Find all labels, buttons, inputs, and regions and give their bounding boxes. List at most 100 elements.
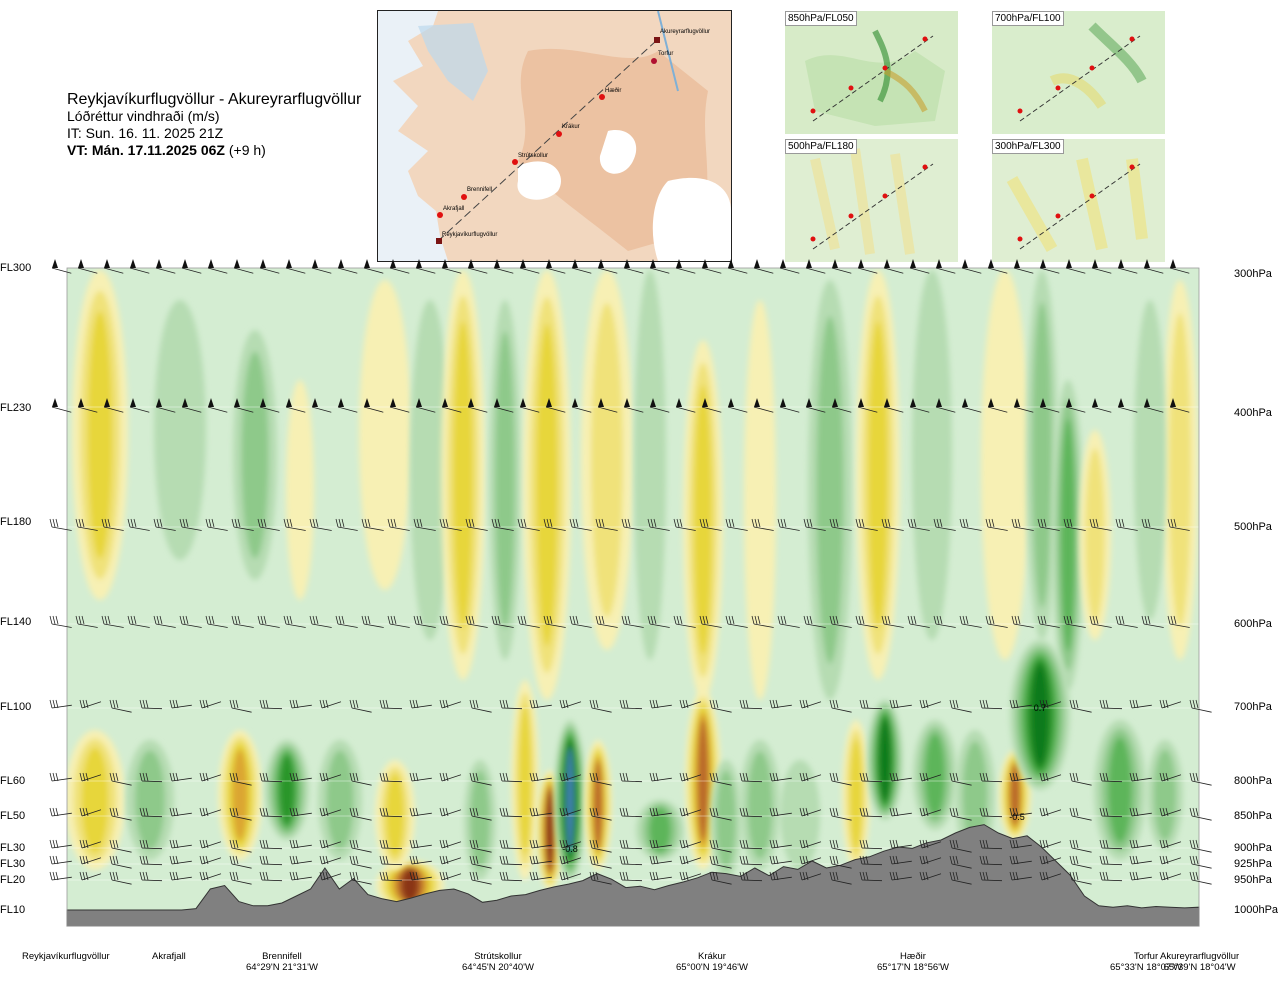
wind-barb xyxy=(519,398,540,413)
wind-barb xyxy=(139,871,163,882)
wind-barb xyxy=(799,839,822,849)
wind-barb xyxy=(1089,615,1112,628)
wind-barb xyxy=(1039,259,1060,274)
wind-barb xyxy=(109,871,132,885)
wind-barb xyxy=(949,772,972,786)
wind-barb xyxy=(589,855,612,869)
wind-cell-19 xyxy=(1079,430,1111,640)
wind-cell-40 xyxy=(867,700,903,820)
wind-barb xyxy=(155,259,176,274)
wind-barb xyxy=(673,518,696,531)
wind-barb xyxy=(779,259,800,274)
wind-barb xyxy=(979,839,1003,850)
wind-barb xyxy=(985,615,1008,628)
fl-label-10: FL10 xyxy=(0,904,26,916)
wind-barb xyxy=(319,699,342,709)
wind-barb xyxy=(959,615,982,628)
wind-barb xyxy=(181,259,202,274)
wind-barb xyxy=(499,807,523,818)
wind-barb xyxy=(179,518,202,531)
wind-barb xyxy=(679,855,702,865)
wind-cell-18 xyxy=(1052,380,1084,690)
wind-barb xyxy=(883,398,904,413)
wind-barb xyxy=(1159,807,1182,817)
wind-barb xyxy=(379,807,403,818)
wind-barb xyxy=(799,807,822,817)
hpa-label-5: 800hPa xyxy=(1234,775,1272,787)
wind-barb xyxy=(1063,615,1086,628)
wind-barb xyxy=(949,855,972,869)
wind-cell-1 xyxy=(233,330,277,580)
wind-barb xyxy=(883,259,904,274)
wind-barb xyxy=(709,871,732,885)
wind-barb xyxy=(1091,398,1112,413)
wind-cell-37 xyxy=(740,740,780,870)
wind-barb xyxy=(909,398,930,413)
mini-map-700: 700hPa/FL100 xyxy=(992,11,1165,134)
wind-barb xyxy=(1167,615,1190,628)
wind-barb xyxy=(679,839,702,849)
wind-barb xyxy=(465,615,488,628)
wind-barb xyxy=(857,398,878,413)
wind-barb xyxy=(675,398,696,413)
wind-barb xyxy=(595,518,618,531)
wind-barb xyxy=(127,518,150,531)
wind-barb xyxy=(829,518,852,531)
wind-barb xyxy=(1189,871,1212,885)
wind-barb xyxy=(1115,518,1138,531)
wind-barb xyxy=(207,259,228,274)
wind-barb xyxy=(987,398,1008,413)
wind-barb xyxy=(571,259,592,274)
wind-barb xyxy=(289,699,312,709)
wind-barb xyxy=(49,855,72,865)
wind-barb xyxy=(1069,807,1092,821)
wind-barb xyxy=(889,772,912,782)
wind-barb xyxy=(855,518,878,531)
wind-barb xyxy=(1037,615,1060,628)
plot-frame xyxy=(66,267,1200,927)
wind-barb xyxy=(229,871,252,885)
wind-barb xyxy=(109,699,132,713)
mini-map-850-canvas xyxy=(785,11,958,134)
wind-barb xyxy=(49,699,72,709)
wind-barb xyxy=(709,855,732,869)
wind-cell-26 xyxy=(318,740,362,860)
wind-barb xyxy=(619,699,643,710)
wind-barb xyxy=(1039,807,1062,817)
wind-barb xyxy=(229,699,252,713)
wind-barb xyxy=(311,398,332,413)
wind-barb xyxy=(49,772,72,782)
wind-cell-24 xyxy=(218,730,262,860)
wind-barb xyxy=(363,259,384,274)
wind-cell-30 xyxy=(511,680,539,880)
wind-barb xyxy=(231,615,254,628)
wind-barb xyxy=(529,871,552,881)
wind-barb xyxy=(169,699,192,709)
wind-barb xyxy=(1189,855,1212,869)
wind-barb xyxy=(1037,518,1060,531)
wind-barb xyxy=(319,839,342,849)
wind-cell-44 xyxy=(1010,640,1070,790)
wind-barb xyxy=(439,518,462,531)
wind-barb xyxy=(205,518,228,531)
fl-label-6: FL50 xyxy=(0,810,26,822)
wind-barb xyxy=(1039,871,1062,881)
wind-barb xyxy=(179,615,202,628)
wind-barb xyxy=(129,259,150,274)
wind-barb xyxy=(829,839,852,853)
wind-barb xyxy=(935,398,956,413)
wind-cell-3 xyxy=(286,380,314,600)
wind-cell-33 xyxy=(584,740,612,870)
hpa-label-10: 1000hPa xyxy=(1234,904,1279,916)
wind-barb xyxy=(1099,839,1123,850)
wind-cell-6 xyxy=(441,270,485,680)
wind-barb xyxy=(803,615,826,628)
wind-cell-9 xyxy=(581,270,633,650)
wind-barb xyxy=(933,615,956,628)
wind-barb xyxy=(699,518,722,531)
wind-barb xyxy=(679,699,702,709)
wind-barb xyxy=(79,871,102,881)
wind-barb xyxy=(1065,259,1086,274)
wind-cell-34 xyxy=(636,800,684,860)
